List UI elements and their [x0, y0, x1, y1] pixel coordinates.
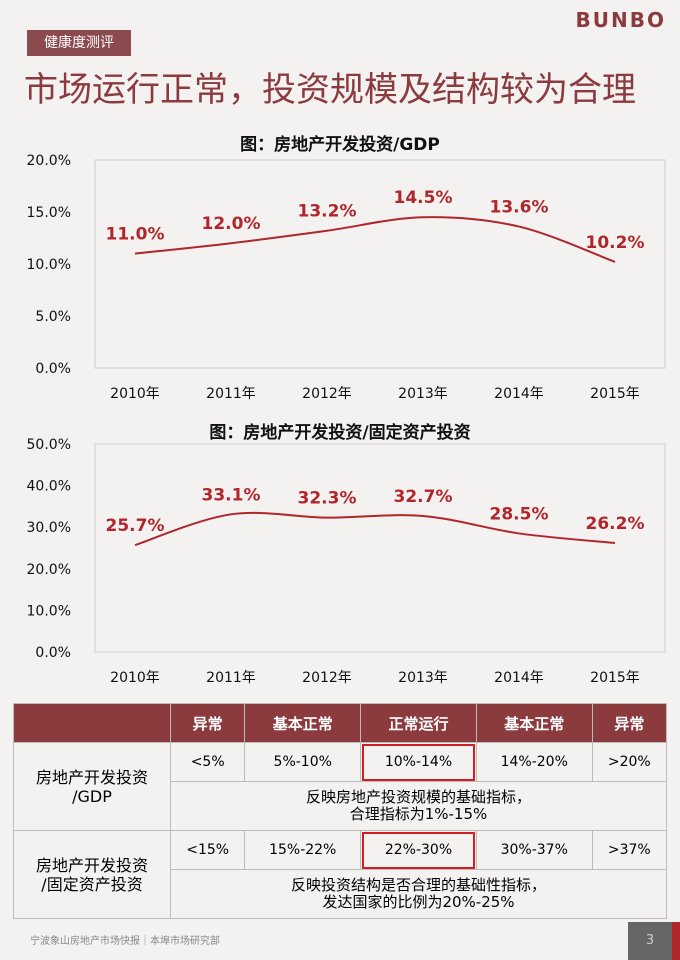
data-label: 14.5%: [394, 188, 453, 208]
table-cell: >20%: [591, 742, 668, 782]
y-tick-label: 10.0%: [27, 603, 71, 619]
table-header: 基本正常: [244, 703, 362, 743]
data-label: 25.7%: [106, 516, 165, 536]
data-label: 26.2%: [586, 514, 645, 534]
footer-text: 宁波象山房地产市场快报｜本埠市场研究部: [30, 936, 220, 947]
logo: BUNBO: [575, 8, 666, 32]
y-tick-label: 30.0%: [27, 520, 71, 536]
y-tick-label: 20.0%: [27, 153, 71, 169]
y-tick-label: 5.0%: [35, 309, 71, 325]
y-tick-label: 50.0%: [27, 437, 71, 453]
data-label: 10.2%: [586, 233, 645, 253]
table-header: 正常运行: [360, 703, 477, 743]
y-tick-label: 0.0%: [35, 361, 71, 377]
data-label: 32.7%: [394, 487, 453, 507]
plot-frame: [94, 159, 666, 369]
x-tick-label: 2015年: [590, 386, 640, 402]
x-tick-label: 2010年: [110, 386, 160, 402]
y-tick-label: 0.0%: [35, 645, 71, 661]
y-tick-label: 15.0%: [27, 205, 71, 221]
y-tick-label: 10.0%: [27, 257, 71, 273]
chart2-title: 图：房地产开发投资/固定资产投资: [209, 423, 471, 443]
x-tick-label: 2013年: [398, 670, 448, 686]
data-label: 33.1%: [202, 485, 261, 505]
series-line: [134, 216, 616, 263]
indicator-table: 异常 基本正常 正常运行 基本正常 异常 房地产开发投资 /GDP <5% 5%…: [13, 703, 668, 919]
x-tick-label: 2014年: [494, 386, 544, 402]
data-label: 13.2%: [298, 202, 357, 222]
x-tick-label: 2013年: [398, 386, 448, 402]
table-cell-highlighted: 22%-30%: [360, 830, 477, 870]
x-tick-label: 2010年: [110, 670, 160, 686]
table-cell: <5%: [169, 742, 246, 782]
row-description: 反映投资结构是否合理的基础性指标， 发达国家的比例为20%-25%: [170, 869, 667, 919]
section-tag: 健康度测评: [27, 30, 131, 56]
chart1-title: 图：房地产开发投资/GDP: [240, 135, 440, 155]
x-tick-label: 2014年: [494, 670, 544, 686]
page-title: 市场运行正常，投资规模及结构较为合理: [24, 70, 636, 110]
table-cell: <15%: [169, 830, 246, 870]
x-tick-label: 2012年: [302, 670, 352, 686]
x-tick-label: 2012年: [302, 386, 352, 402]
page-accent: [672, 922, 680, 960]
y-tick-label: 40.0%: [27, 479, 71, 495]
table-header: [13, 703, 171, 743]
y-tick-label: 20.0%: [27, 562, 71, 578]
data-label: 13.6%: [490, 198, 549, 218]
x-tick-label: 2015年: [590, 670, 640, 686]
row-label: 房地产开发投资 /固定资产投资: [13, 830, 171, 919]
plot-frame: [94, 443, 666, 653]
row-description: 反映房地产投资规模的基础指标， 合理指标为1%-15%: [170, 781, 667, 831]
row-label: 房地产开发投资 /GDP: [13, 742, 171, 831]
chart1: 0.0% 5.0% 10.0% 15.0% 20.0% 2010年 2011年 2012年 20…: [27, 153, 666, 402]
table-header: 基本正常: [475, 703, 593, 743]
table-cell: 14%-20%: [475, 742, 593, 782]
table-header: 异常: [169, 703, 246, 743]
data-label: 28.5%: [490, 504, 549, 524]
x-tick-label: 2011年: [206, 670, 256, 686]
table-cell: 15%-22%: [244, 830, 362, 870]
page-number: 3: [628, 922, 672, 960]
table-cell: >37%: [591, 830, 668, 870]
series-line: [134, 511, 616, 547]
x-tick-label: 2011年: [206, 386, 256, 402]
table-header: 异常: [591, 703, 668, 743]
data-label: 12.0%: [202, 214, 261, 234]
data-label: 11.0%: [106, 225, 165, 245]
table-cell-highlighted: 10%-14%: [360, 742, 477, 782]
data-label: 32.3%: [298, 489, 357, 509]
table-cell: 30%-37%: [475, 830, 593, 870]
table-cell: 5%-10%: [244, 742, 362, 782]
chart2: 0.0% 10.0% 20.0% 30.0% 40.0% 50.0% 2010年 2011年 2…: [27, 437, 666, 686]
